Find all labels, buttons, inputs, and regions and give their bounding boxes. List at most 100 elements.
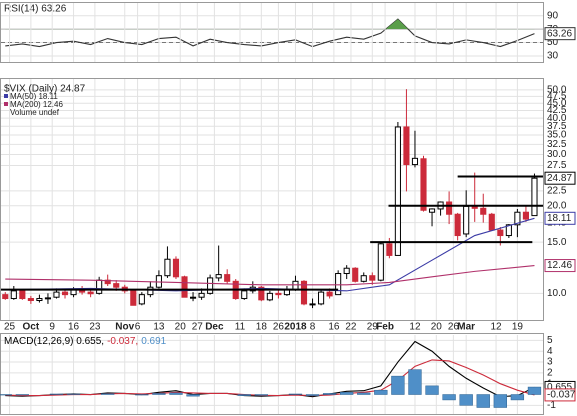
end-value-label: -0.037 (547, 390, 576, 401)
y-tick-label: 50.0 (547, 85, 567, 96)
candle-body (138, 294, 145, 305)
rsi-panel (0, 2, 544, 63)
x-tick-label: 29 (367, 322, 379, 333)
y-tick-label: 90 (547, 10, 559, 21)
value-box (544, 171, 576, 185)
x-tick-label: 19 (512, 322, 524, 333)
x-tick-label: 16 (328, 322, 340, 333)
candle-body (403, 126, 410, 166)
candle-body (36, 298, 43, 302)
histogram-bar (49, 393, 64, 395)
histogram-bar (152, 393, 166, 395)
candle-body (27, 298, 34, 302)
candle-body (275, 292, 282, 296)
candle-body (531, 177, 538, 217)
candle-body (224, 274, 231, 282)
y-tick-label: 5 (547, 335, 553, 346)
legend: RSI(14) 63.26 (4, 4, 67, 15)
candle-body (130, 290, 137, 306)
candle-body (505, 224, 512, 237)
end-value-label: 63.26 (547, 28, 572, 39)
histogram-bar (425, 385, 439, 395)
candle-body (360, 275, 367, 282)
candle-body (446, 201, 453, 215)
legend-part: MACD(12,26,9) 0.655, (4, 336, 104, 347)
end-value-label: 24.87 (547, 173, 572, 184)
histogram-bar (186, 394, 200, 397)
y-tick-label: 3 (547, 357, 553, 368)
x-tick-label: 13 (153, 322, 165, 333)
x-tick-label: 26 (448, 322, 460, 333)
x-tick-label: 16 (68, 322, 80, 333)
overbought-fill (5, 19, 535, 30)
y-tick-label: 50 (547, 37, 559, 48)
candle-body (522, 211, 529, 220)
legend-swatch (4, 94, 8, 98)
y-tick-label: 22.5 (547, 186, 567, 197)
y-tick-label: 40.0 (547, 113, 567, 124)
x-tick-label: 11 (235, 322, 246, 333)
histogram-bar (288, 393, 303, 395)
candle-body (369, 275, 376, 281)
y-tick-label: 30.0 (547, 149, 567, 160)
candle-body (377, 243, 384, 281)
candle-body (420, 158, 427, 211)
x-tick-label: 25 (4, 322, 16, 333)
candle-body (53, 291, 60, 298)
histogram-bar (391, 375, 405, 395)
candle-body (96, 279, 103, 294)
x-tick-label: 26 (273, 322, 285, 333)
candle-body (386, 243, 393, 256)
candle-body (189, 296, 197, 299)
x-tick-label: 20 (431, 322, 443, 333)
macd-panel (0, 333, 544, 415)
candle-body (292, 280, 299, 291)
x-tick-label: 12 (409, 322, 421, 333)
candle-body (61, 291, 69, 296)
histogram-bar (493, 394, 507, 408)
price-panel (0, 78, 544, 321)
candle-body (2, 294, 9, 300)
end-value-label: 12.46 (547, 260, 572, 271)
x-tick-label: 18 (256, 322, 268, 333)
y-tick-label: 30 (547, 51, 559, 62)
y-tick-label: 35.0 (547, 130, 567, 141)
x-tick-label: 12 (490, 322, 502, 333)
x-tick-label: Nov (115, 322, 134, 333)
y-tick-label: 2 (547, 368, 553, 379)
candle-body (488, 213, 495, 231)
candle-body (181, 276, 188, 298)
y-tick-label: 4 (547, 346, 553, 357)
series-line (5, 340, 535, 398)
histogram-bar (408, 369, 422, 395)
histogram-bar (340, 392, 354, 395)
histogram-bar (0, 394, 12, 396)
candle-body (411, 157, 419, 166)
candle-body (147, 286, 154, 296)
y-tick-label: 32.5 (547, 139, 567, 150)
candle-body (514, 211, 521, 226)
candle-body (198, 292, 205, 298)
candle-body (19, 290, 26, 300)
x-tick-label: 8 (310, 322, 316, 333)
candle-body (335, 273, 342, 296)
histogram-bar (237, 394, 251, 396)
x-tick-label: 6 (135, 322, 141, 333)
candle-body (215, 274, 222, 279)
legend: MACD(12,26,9) 0.655, -0.037, 0.691 (4, 336, 167, 347)
candle-body (454, 213, 461, 237)
histogram-bar (66, 393, 81, 395)
chart-title: $VIX (Daily) 24.87 (4, 84, 86, 95)
y-tick-label: 20.0 (547, 200, 567, 211)
value-box (544, 259, 576, 273)
x-tick-label: 23 (89, 322, 101, 333)
end-value-label: 18.11 (547, 213, 572, 224)
y-tick-label: 45.0 (547, 98, 567, 109)
y-tick-label: 47.5 (547, 91, 567, 102)
x-tick-label: Oct (23, 322, 40, 333)
histogram-bar (254, 394, 268, 396)
y-tick-label: 15.0 (547, 237, 567, 248)
x-tick-label: 22 (345, 322, 357, 333)
histogram-bar (15, 394, 29, 396)
